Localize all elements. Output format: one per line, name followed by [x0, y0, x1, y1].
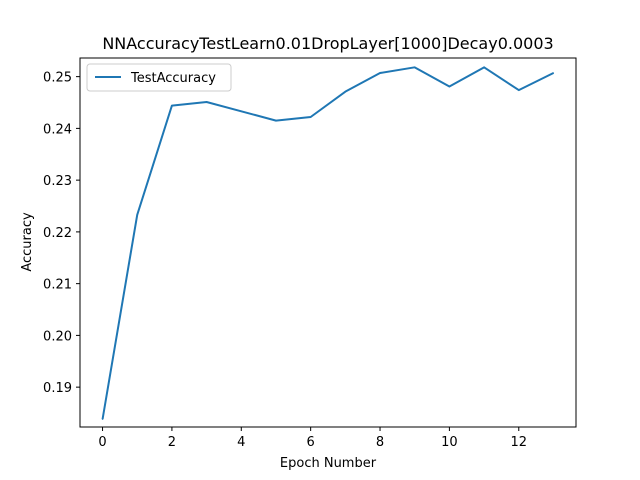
plot-area: [101, 66, 555, 420]
data-point: [518, 89, 520, 91]
x-tick-label: 4: [237, 435, 245, 450]
data-point: [379, 72, 381, 74]
y-axis-label: Accuracy: [20, 212, 35, 272]
data-point: [552, 72, 555, 74]
data-point: [344, 91, 346, 93]
series-line-testaccuracy: [101, 66, 554, 420]
y-tick-label: 0.23: [43, 174, 72, 189]
data-point: [483, 66, 485, 68]
x-tick-label: 2: [168, 435, 176, 450]
data-point: [171, 105, 173, 107]
x-tick-label: 12: [510, 435, 527, 450]
data-point: [275, 120, 277, 122]
x-tick-label: 6: [307, 435, 315, 450]
legend: TestAccuracy: [86, 63, 232, 92]
x-tick-label: 0: [98, 435, 106, 450]
data-point: [414, 66, 416, 68]
data-point: [240, 110, 242, 112]
y-tick-label: 0.24: [43, 122, 72, 137]
y-tick-label: 0.20: [43, 329, 72, 344]
y-tick-label: 0.21: [43, 278, 72, 293]
x-axis: 0 2 4 6 8 10 12: [98, 427, 527, 450]
y-tick-label: 0.22: [43, 226, 72, 241]
y-axis: 0.19 0.20 0.21 0.22 0.23 0.24 0.25: [43, 71, 80, 396]
x-axis-label: Epoch Number: [280, 456, 377, 471]
data-point: [310, 116, 312, 118]
legend-box: [86, 63, 232, 92]
legend-label-testaccuracy: TestAccuracy: [130, 71, 216, 86]
x-tick-label: 8: [376, 435, 384, 450]
y-tick-label: 0.19: [43, 381, 72, 396]
x-tick-label: 10: [441, 435, 458, 450]
data-point: [448, 85, 450, 88]
y-tick-label: 0.25: [43, 71, 72, 86]
chart-title: NNAccuracyTestLearn0.01DropLayer[1000]De…: [102, 34, 553, 53]
data-point: [136, 214, 138, 216]
data-point: [101, 418, 104, 420]
data-point: [206, 101, 208, 103]
plot-frame: [79, 57, 577, 428]
